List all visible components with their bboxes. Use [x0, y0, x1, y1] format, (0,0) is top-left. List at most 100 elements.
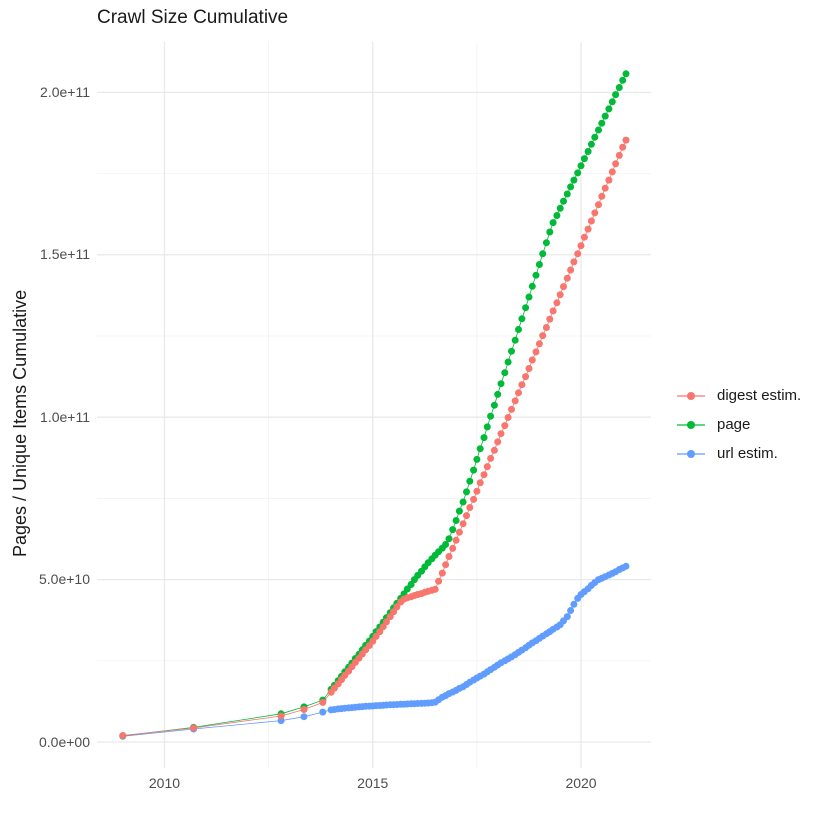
plot-canvas: [97, 42, 651, 768]
data-point: [504, 414, 512, 421]
data-point: [539, 332, 547, 340]
data-point: [490, 401, 498, 409]
data-point: [518, 381, 526, 389]
data-point: [622, 562, 630, 570]
data-point: [542, 239, 550, 247]
data-point: [473, 487, 481, 495]
data-point: [528, 282, 536, 290]
data-point: [615, 151, 623, 159]
data-point: [483, 423, 491, 431]
data-point: [535, 261, 543, 268]
data-point: [584, 148, 592, 155]
data-point: [619, 143, 627, 151]
data-point: [449, 526, 457, 534]
data-point: [504, 358, 512, 366]
legend-item-url-estim: url estim.: [676, 439, 801, 468]
data-point: [431, 585, 439, 593]
data-point: [532, 348, 540, 356]
plot-panel: [97, 42, 651, 768]
data-point: [487, 412, 495, 420]
chart-title: Crawl Size Cumulative: [97, 7, 289, 28]
x-tick-label: 2015: [357, 775, 389, 791]
data-point: [515, 326, 522, 333]
data-point: [300, 706, 308, 713]
data-point: [567, 266, 575, 274]
data-point: [608, 98, 616, 106]
data-point: [480, 471, 488, 479]
data-point: [601, 112, 609, 120]
data-point: [584, 225, 592, 233]
data-point: [452, 517, 460, 524]
data-point: [476, 479, 484, 487]
data-point: [508, 347, 515, 355]
data-point: [463, 512, 470, 520]
data-point: [445, 535, 453, 543]
y-tick-label: 1.0e+11: [40, 408, 90, 425]
data-point: [563, 613, 571, 621]
data-point: [459, 498, 467, 506]
data-point: [528, 356, 536, 364]
data-point: [518, 315, 526, 323]
data-point: [483, 463, 491, 471]
data-point: [591, 209, 599, 217]
data-point: [442, 561, 450, 569]
y-tick-label: 2.0e+11: [40, 83, 90, 100]
data-point: [580, 155, 588, 163]
data-point: [525, 365, 533, 372]
data-point: [435, 577, 443, 585]
data-point: [393, 603, 401, 611]
data-point: [619, 76, 627, 84]
data-point: [473, 455, 481, 463]
data-point: [508, 405, 515, 413]
legend-key-url-icon: [677, 449, 705, 458]
data-point: [390, 608, 398, 616]
data-point: [580, 233, 588, 241]
data-point: [376, 628, 384, 636]
legend-label: url estim.: [717, 445, 778, 462]
y-tick-label: 1.5e+11: [40, 246, 90, 263]
data-point: [612, 160, 620, 168]
legend-label: digest estim.: [717, 387, 802, 404]
data-point: [587, 140, 595, 148]
data-point: [494, 390, 502, 398]
legend: digest estim. page url estim.: [676, 381, 801, 468]
data-point: [379, 623, 387, 631]
data-point: [549, 219, 557, 227]
data-point: [605, 176, 613, 184]
data-point: [490, 446, 498, 454]
data-point: [480, 434, 488, 442]
data-point: [119, 732, 127, 739]
data-point: [598, 192, 606, 200]
data-point: [595, 201, 602, 209]
data-point: [438, 569, 446, 577]
data-point: [570, 176, 578, 184]
data-point: [612, 91, 620, 99]
legend-item-digest-estim: digest estim.: [676, 381, 801, 410]
data-point: [556, 204, 564, 212]
data-point: [574, 250, 582, 258]
data-point: [455, 528, 463, 536]
data-point: [459, 520, 467, 528]
data-point: [608, 168, 616, 176]
data-point: [452, 536, 460, 544]
data-point: [622, 70, 630, 78]
y-tick-label: 5.0e+10: [39, 571, 90, 588]
data-point: [546, 315, 554, 323]
data-point: [577, 162, 585, 170]
legend-label: page: [717, 416, 751, 433]
data-point: [497, 380, 505, 388]
data-point: [449, 544, 457, 552]
data-point: [522, 304, 530, 312]
data-point: [601, 184, 609, 192]
data-point: [470, 495, 478, 503]
data-point: [563, 190, 571, 198]
data-point: [615, 84, 623, 91]
data-point: [577, 242, 585, 250]
data-point: [442, 541, 450, 548]
data-point: [556, 291, 564, 299]
data-point: [563, 274, 571, 282]
data-point: [525, 293, 533, 301]
data-point: [445, 553, 453, 560]
data-point: [535, 340, 543, 348]
